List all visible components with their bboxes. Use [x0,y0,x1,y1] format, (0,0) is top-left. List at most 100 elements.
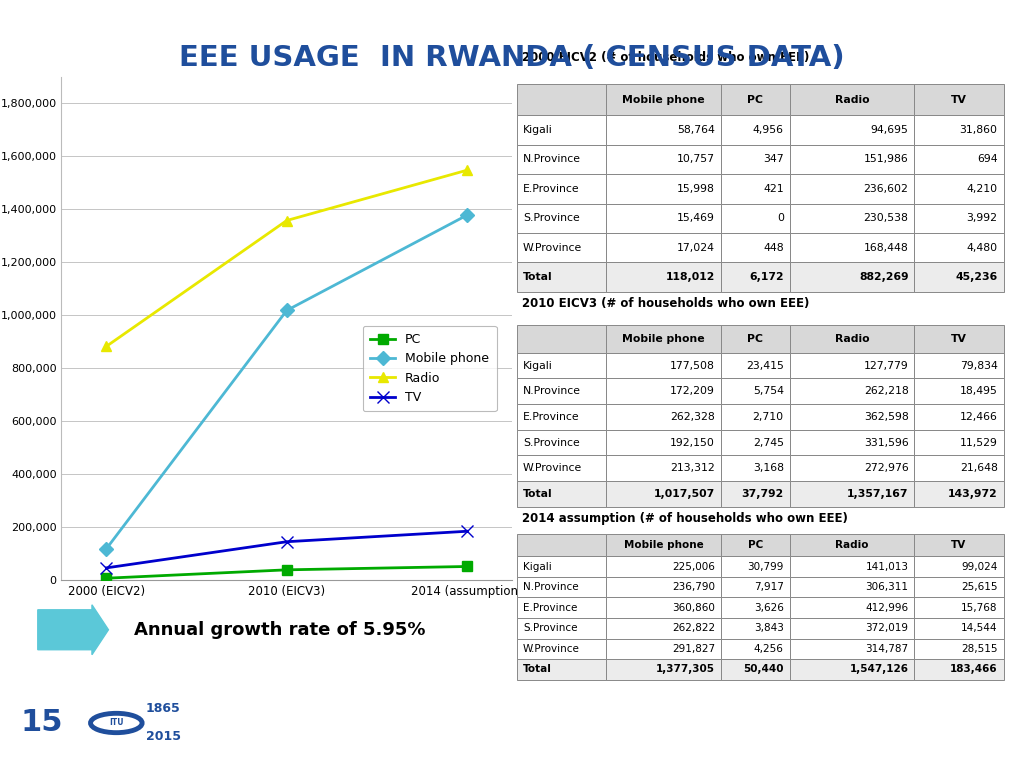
Bar [606,263,721,292]
Text: 225,006: 225,006 [672,561,715,571]
Bar [721,404,790,430]
Bar [790,556,914,577]
Bar [721,577,790,598]
Bar [721,115,790,144]
Bar [914,404,1004,430]
Bar [790,263,914,292]
Text: S.Province: S.Province [523,214,580,223]
PC [281,565,293,574]
Text: 3,626: 3,626 [754,603,783,613]
Bar [721,233,790,263]
Text: N.Province: N.Province [523,386,581,396]
Bar [721,379,790,404]
Text: 291,827: 291,827 [672,644,715,654]
Bar [914,556,1004,577]
Text: 14,544: 14,544 [962,624,997,634]
Bar [914,233,1004,263]
Bar [914,618,1004,638]
Text: TV: TV [951,334,967,344]
Bar [914,144,1004,174]
Bar [721,482,790,507]
Text: Mobile phone: Mobile phone [623,94,705,104]
Text: 4,256: 4,256 [754,644,783,654]
Text: Radio: Radio [835,334,869,344]
Text: 2,710: 2,710 [753,412,783,422]
Bar [721,84,790,115]
Bar [790,353,914,379]
Bar [606,535,721,556]
Bar [721,638,790,659]
Bar [517,618,606,638]
Text: 94,695: 94,695 [870,125,908,135]
Bar [606,84,721,115]
Text: 127,779: 127,779 [864,360,908,370]
Text: E.Province: E.Province [523,184,580,194]
Bar [517,326,606,353]
Bar [790,577,914,598]
Text: 412,996: 412,996 [865,603,908,613]
Text: 192,150: 192,150 [670,438,715,448]
Text: Kigali: Kigali [523,561,552,571]
Bar [606,326,721,353]
Line: Radio: Radio [101,165,472,351]
Bar [914,482,1004,507]
Bar [517,535,606,556]
Bar [721,598,790,618]
Bar [790,84,914,115]
Bar [790,326,914,353]
Text: 10,757: 10,757 [677,154,715,164]
Bar [606,353,721,379]
Bar [606,233,721,263]
Text: Radio: Radio [836,541,868,551]
Text: 4,956: 4,956 [753,125,783,135]
Bar [914,84,1004,115]
Bar [517,404,606,430]
Text: 23,415: 23,415 [745,360,783,370]
Text: W.Province: W.Province [523,243,583,253]
Text: 168,448: 168,448 [864,243,908,253]
Text: 18,495: 18,495 [959,386,997,396]
Bar [517,379,606,404]
Text: 2010 EICV3 (# of households who own EEE): 2010 EICV3 (# of households who own EEE) [522,296,809,310]
Text: 1,017,507: 1,017,507 [653,489,715,499]
Bar [606,577,721,598]
Text: 6,172: 6,172 [750,272,783,282]
Text: 50,440: 50,440 [743,664,783,674]
Text: Mobile phone: Mobile phone [623,334,705,344]
Radio [461,166,473,175]
Text: 236,602: 236,602 [863,184,908,194]
Text: 262,218: 262,218 [864,386,908,396]
Text: Mobile phone: Mobile phone [624,541,703,551]
Text: 183,466: 183,466 [950,664,997,674]
Bar [517,263,606,292]
Text: 3,168: 3,168 [753,463,783,473]
Text: EEE USAGE  IN RWANDA ( CENSUS DATA): EEE USAGE IN RWANDA ( CENSUS DATA) [179,44,845,71]
Radio [100,342,113,351]
Text: 4,210: 4,210 [967,184,997,194]
Text: Kigali: Kigali [523,125,553,135]
Text: W.Province: W.Province [523,463,583,473]
Bar [517,598,606,618]
Bar [606,144,721,174]
Text: PC: PC [748,334,763,344]
Text: 213,312: 213,312 [671,463,715,473]
Text: 230,538: 230,538 [863,214,908,223]
Bar [721,174,790,204]
Bar [606,174,721,204]
Text: 882,269: 882,269 [859,272,908,282]
Text: 262,328: 262,328 [671,412,715,422]
Bar [517,659,606,680]
Text: 0: 0 [777,214,783,223]
Text: 2000 EICV2 (# of households who own EEE): 2000 EICV2 (# of households who own EEE) [522,51,809,65]
Text: 2014 assumption (# of households who own EEE): 2014 assumption (# of households who own… [522,511,848,525]
Bar [721,353,790,379]
Text: 360,860: 360,860 [672,603,715,613]
Text: 306,311: 306,311 [865,582,908,592]
FancyArrow shape [38,605,109,654]
Text: 15: 15 [20,708,63,737]
Text: Total: Total [523,489,553,499]
Bar [606,659,721,680]
Bar [790,144,914,174]
Bar [790,404,914,430]
Text: 272,976: 272,976 [864,463,908,473]
